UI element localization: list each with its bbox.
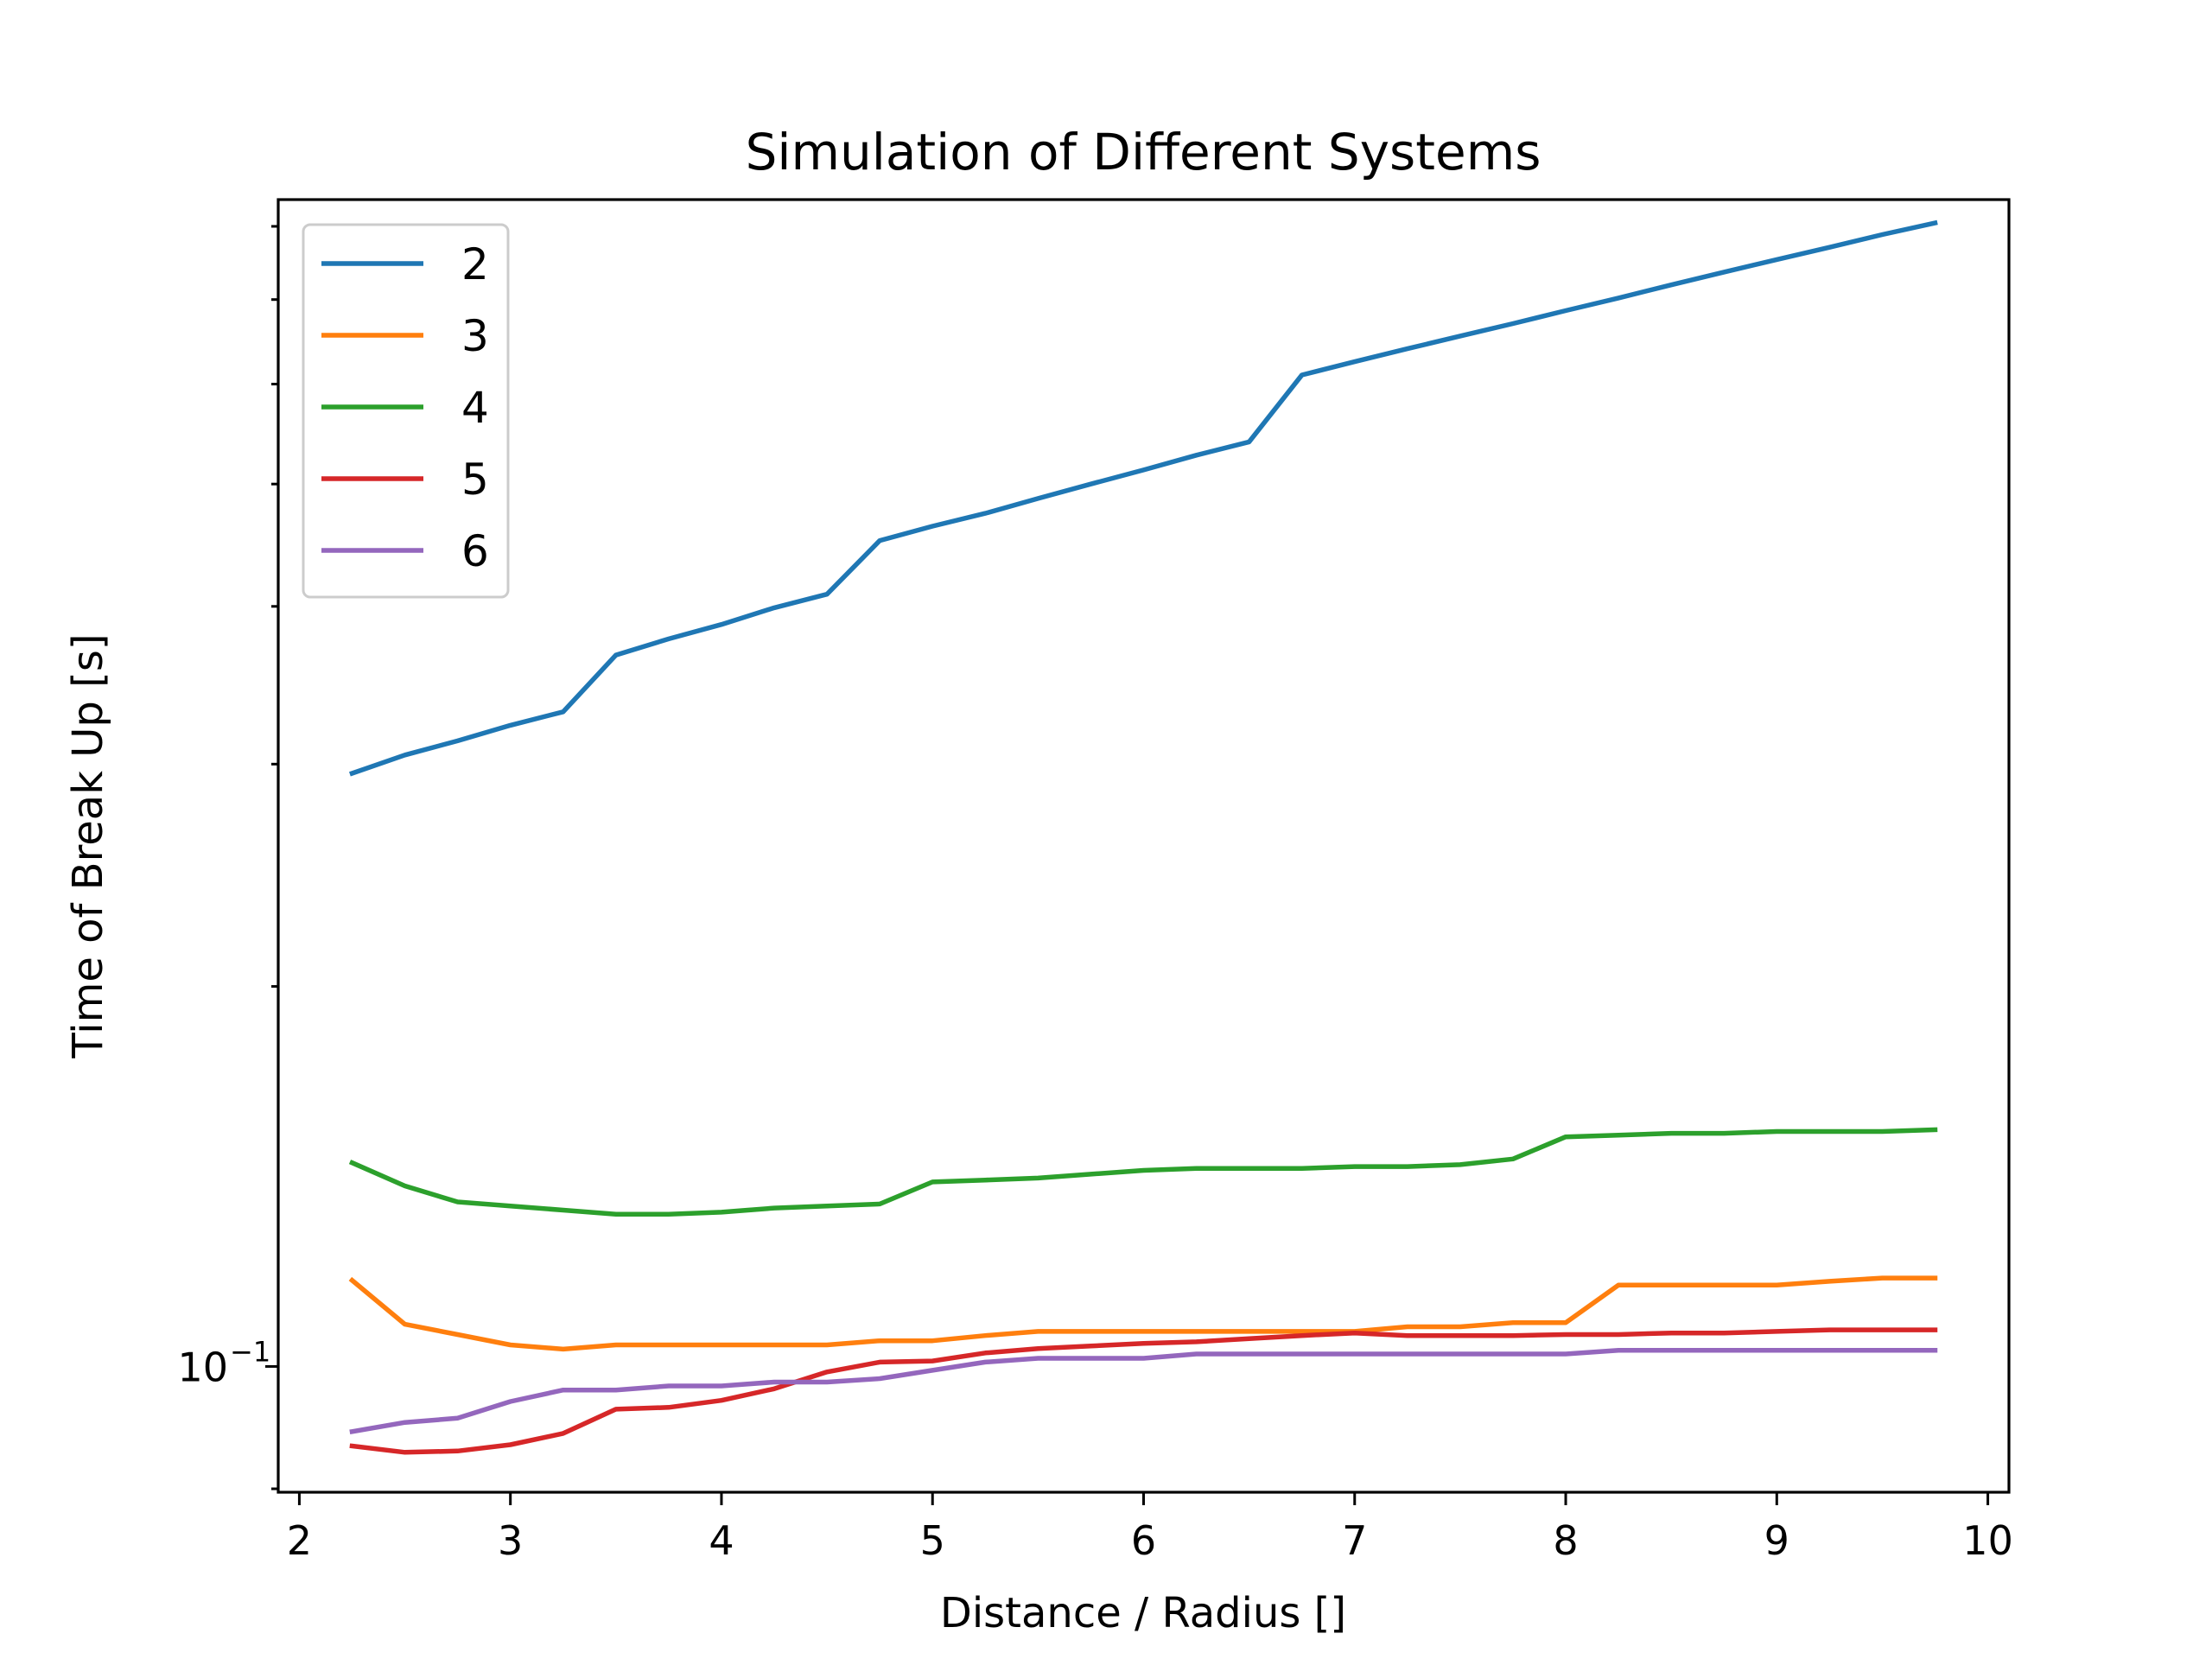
series-line-3 <box>348 1275 1938 1352</box>
legend: 2 3 4 5 6 <box>302 223 510 599</box>
legend-label-2: 2 <box>461 239 489 289</box>
x-tick-label-7: 9 <box>1764 1517 1789 1564</box>
x-tick-label-4: 6 <box>1131 1517 1156 1564</box>
legend-label-3: 3 <box>461 311 489 361</box>
legend-label-6: 6 <box>461 526 489 576</box>
x-tick-label-3: 5 <box>920 1517 945 1564</box>
series-layer <box>348 219 1938 1455</box>
x-tick-label-8: 10 <box>1962 1517 2013 1564</box>
x-tick-label-2: 4 <box>709 1517 734 1564</box>
x-tick-label-5: 7 <box>1342 1517 1367 1564</box>
x-axis-label: Distance / Radius [] <box>940 1589 1346 1637</box>
series-line-2 <box>349 219 1938 777</box>
x-axis: 2 3 4 5 6 7 8 9 10 <box>287 1492 2013 1564</box>
series-line-4 <box>348 1127 1938 1217</box>
y-tick-label-exponent-0: −1 <box>230 1335 270 1368</box>
series-line-6 <box>349 1347 1938 1434</box>
legend-label-5: 5 <box>461 454 489 505</box>
chart-title: Simulation of Different Systems <box>746 123 1541 181</box>
x-tick-label-1: 3 <box>498 1517 523 1564</box>
x-tick-label-6: 8 <box>1553 1517 1578 1564</box>
x-tick-label-0: 2 <box>287 1517 312 1564</box>
y-axis-label: Time of Break Up [s] <box>64 633 112 1058</box>
legend-label-4: 4 <box>461 383 489 433</box>
legend-box <box>302 223 510 599</box>
y-tick-label-0: 10 <box>177 1344 228 1390</box>
series-line-5 <box>349 1327 1938 1455</box>
y-axis: 10 −1 <box>177 225 278 1491</box>
